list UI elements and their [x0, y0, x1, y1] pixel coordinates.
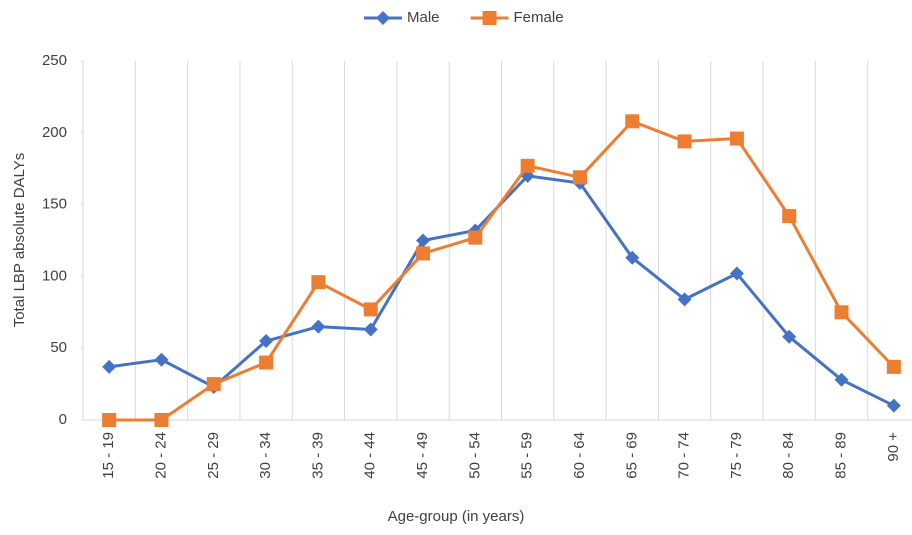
y-tick-label: 150	[42, 196, 67, 213]
data-point	[625, 250, 640, 265]
data-point	[206, 377, 221, 392]
x-tick-label: 25 - 29	[205, 432, 222, 479]
data-point	[154, 413, 169, 427]
legend-marker	[376, 11, 390, 25]
x-tick-label: 55 - 59	[519, 432, 536, 479]
x-tick-label: 35 - 39	[309, 432, 326, 479]
data-point	[834, 372, 849, 387]
x-tick-label: 15 - 19	[100, 432, 117, 479]
data-point	[886, 398, 901, 413]
data-point	[416, 233, 431, 248]
y-tick-label: 100	[42, 267, 67, 284]
data-point	[259, 355, 274, 370]
x-tick-label: 60 - 64	[571, 432, 588, 479]
data-point	[886, 359, 901, 374]
data-point	[468, 230, 483, 245]
data-point	[729, 131, 744, 146]
x-tick-label: 45 - 49	[414, 432, 431, 479]
x-tick-label: 20 - 24	[152, 432, 169, 479]
x-tick-label: 65 - 69	[623, 432, 640, 479]
x-axis-title: Age-group (in years)	[388, 508, 525, 525]
data-point	[729, 266, 744, 281]
x-tick-label: 30 - 34	[257, 432, 274, 479]
x-tick-label: 40 - 44	[362, 432, 379, 479]
y-axis-title: Total LBP absolute DALYs	[11, 153, 28, 328]
data-point	[102, 413, 117, 427]
x-tick-label: 80 - 84	[780, 432, 797, 479]
data-point	[677, 134, 692, 149]
data-point	[625, 114, 640, 129]
data-point	[154, 352, 169, 367]
legend-label: Female	[514, 9, 564, 26]
data-point	[311, 275, 326, 290]
y-tick-label: 200	[42, 124, 67, 141]
data-point	[782, 209, 797, 224]
legend-marker	[482, 11, 497, 25]
data-point	[102, 359, 117, 374]
x-tick-label: 75 - 79	[728, 432, 745, 479]
data-point	[677, 292, 692, 307]
x-tick-label: 70 - 74	[676, 432, 693, 479]
data-point	[311, 319, 326, 334]
y-tick-label: 0	[59, 411, 67, 428]
data-point	[363, 322, 378, 337]
x-tick-label: 85 - 89	[833, 432, 850, 479]
x-tick-label: 90 +	[885, 432, 902, 462]
series-line	[109, 119, 895, 422]
x-tick-label: 50 - 54	[466, 432, 483, 479]
data-point	[520, 158, 535, 173]
data-point	[834, 305, 849, 320]
data-point	[259, 334, 274, 349]
data-point	[782, 329, 797, 344]
data-point	[572, 170, 587, 185]
data-point	[363, 302, 378, 317]
legend-label: Male	[407, 9, 440, 26]
y-tick-label: 250	[42, 52, 67, 69]
data-point	[416, 246, 431, 261]
y-tick-label: 50	[50, 339, 67, 356]
